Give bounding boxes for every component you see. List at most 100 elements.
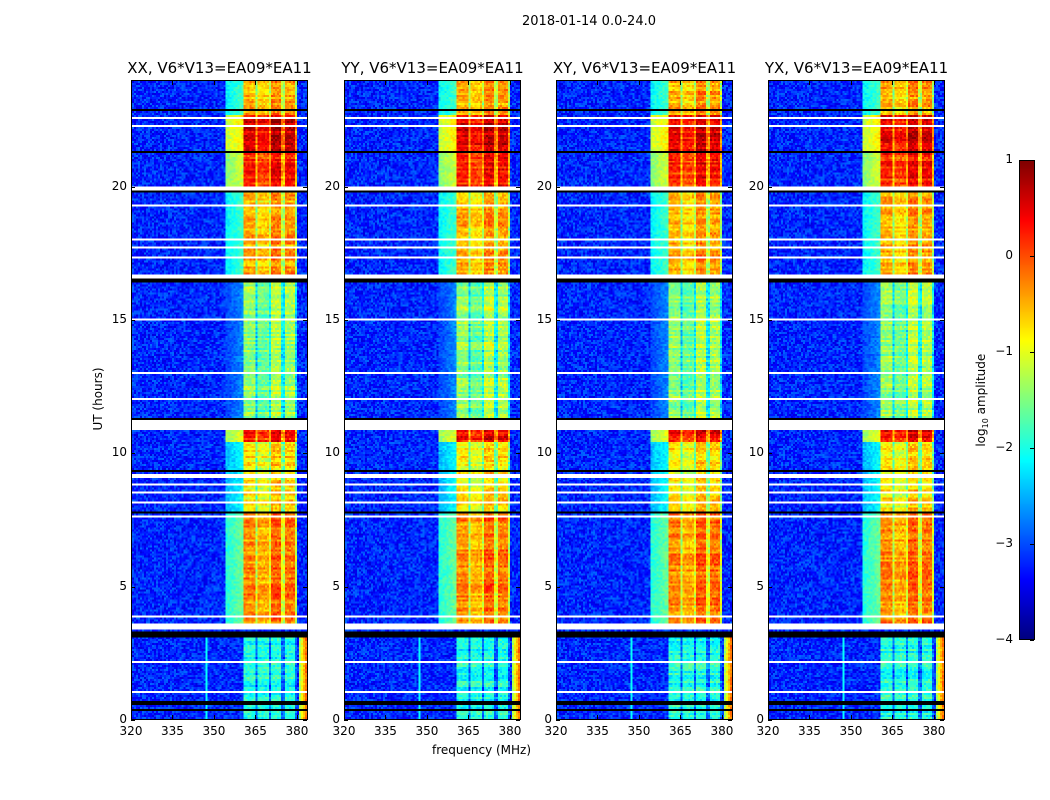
- y-tick-mark: [303, 186, 307, 188]
- y-tick-mark: [131, 186, 135, 188]
- y-tick-mark: [728, 586, 732, 588]
- x-tick-mark: [296, 715, 298, 719]
- y-tick-mark: [516, 453, 520, 455]
- y-tick-mark: [556, 320, 560, 321]
- heatmap-panel: [344, 80, 521, 720]
- x-tick-label: 365: [881, 724, 904, 738]
- panel-title: YY, V6*V13=EA09*EA11: [341, 59, 524, 77]
- y-tick-label: 10: [536, 445, 552, 460]
- x-tick-mark: [809, 81, 811, 85]
- y-tick-mark: [344, 453, 348, 455]
- x-tick-mark: [721, 715, 723, 719]
- y-tick-mark: [344, 186, 348, 188]
- x-tick-label: 335: [586, 724, 609, 738]
- x-tick-mark: [556, 81, 557, 85]
- x-tick-mark: [597, 715, 599, 719]
- colorbar-tick-mark: [1030, 544, 1034, 545]
- colorbar-label-sub: 10: [981, 418, 991, 429]
- x-tick-mark: [556, 715, 557, 719]
- x-tick-mark: [933, 715, 935, 719]
- heatmap-panel: [556, 80, 733, 720]
- heatmap-panel: [768, 80, 945, 720]
- x-tick-mark: [255, 715, 257, 719]
- y-tick-label: 10: [748, 445, 764, 460]
- colorbar-tick-label: −2: [995, 440, 1013, 454]
- y-tick-mark: [768, 586, 772, 588]
- x-tick-mark: [385, 715, 387, 719]
- colorbar-tick-label: −4: [995, 632, 1013, 646]
- x-tick-mark: [721, 81, 723, 85]
- y-tick-label: 0: [756, 712, 764, 726]
- y-tick-mark: [131, 320, 135, 321]
- x-tick-mark: [213, 81, 215, 85]
- y-tick-label: 5: [119, 578, 127, 593]
- x-tick-mark: [768, 81, 769, 85]
- colorbar-tick-mark: [1030, 160, 1034, 161]
- x-tick-label: 365: [457, 724, 480, 738]
- x-tick-label: 320: [332, 724, 356, 738]
- x-tick-label: 380: [498, 724, 522, 738]
- x-tick-mark: [638, 81, 640, 85]
- y-tick-mark: [303, 720, 307, 721]
- y-tick-mark: [940, 186, 944, 188]
- x-tick-mark: [638, 715, 640, 719]
- colorbar-tick-label: −1: [995, 344, 1013, 358]
- colorbar-tick-mark: [1030, 448, 1034, 449]
- x-tick-label: 335: [161, 724, 184, 738]
- y-tick-label: 10: [111, 445, 127, 460]
- y-tick-mark: [940, 320, 944, 321]
- y-tick-label: 15: [536, 312, 552, 326]
- x-tick-mark: [131, 715, 132, 719]
- y-tick-label: 15: [748, 312, 764, 326]
- x-tick-mark: [172, 715, 174, 719]
- y-tick-mark: [516, 186, 520, 188]
- x-tick-mark: [892, 715, 894, 719]
- x-tick-label: 380: [922, 724, 946, 738]
- colorbar-tick-mark: [1030, 352, 1034, 353]
- y-tick-mark: [768, 320, 772, 321]
- x-tick-mark: [680, 81, 682, 85]
- colorbar: [1019, 160, 1035, 640]
- x-tick-mark: [468, 715, 470, 719]
- x-tick-label: 320: [544, 724, 568, 738]
- colorbar-tick-label: −3: [995, 536, 1013, 550]
- figure-title: 2018-01-14 0.0-24.0: [522, 14, 656, 29]
- y-tick-label: 5: [544, 578, 552, 593]
- x-tick-mark: [385, 81, 387, 85]
- heatmap-image: [557, 81, 732, 719]
- y-tick-label: 0: [332, 712, 340, 726]
- x-tick-mark: [892, 81, 894, 85]
- colorbar-tick-mark: [1030, 256, 1034, 257]
- x-tick-label: 350: [415, 724, 439, 738]
- y-tick-mark: [516, 720, 520, 721]
- y-tick-mark: [516, 320, 520, 321]
- heatmap-image: [769, 81, 944, 719]
- y-tick-mark: [303, 320, 307, 321]
- x-tick-label: 320: [119, 724, 143, 738]
- heatmap-panel: [131, 80, 308, 720]
- x-tick-label: 365: [244, 724, 267, 738]
- y-tick-label: 0: [119, 712, 127, 726]
- y-tick-label: 5: [756, 578, 764, 593]
- x-tick-mark: [213, 715, 215, 719]
- x-tick-label: 335: [374, 724, 397, 738]
- colorbar-tick-mark: [1030, 640, 1034, 641]
- x-tick-mark: [509, 81, 511, 85]
- panel-title: XX, V6*V13=EA09*EA11: [127, 59, 312, 77]
- y-tick-mark: [556, 453, 560, 455]
- x-tick-mark: [344, 715, 345, 719]
- x-tick-mark: [296, 81, 298, 85]
- y-tick-mark: [768, 720, 772, 721]
- y-tick-mark: [303, 586, 307, 588]
- y-tick-mark: [728, 453, 732, 455]
- x-tick-label: 335: [798, 724, 821, 738]
- y-tick-mark: [516, 586, 520, 588]
- y-tick-mark: [556, 186, 560, 188]
- y-tick-label: 20: [111, 178, 127, 193]
- y-tick-mark: [556, 720, 560, 721]
- panel-title: XY, V6*V13=EA09*EA11: [552, 59, 737, 77]
- colorbar-label-rest: amplitude: [973, 353, 988, 419]
- y-tick-mark: [303, 453, 307, 455]
- y-tick-mark: [131, 586, 135, 588]
- y-tick-label: 10: [324, 445, 340, 460]
